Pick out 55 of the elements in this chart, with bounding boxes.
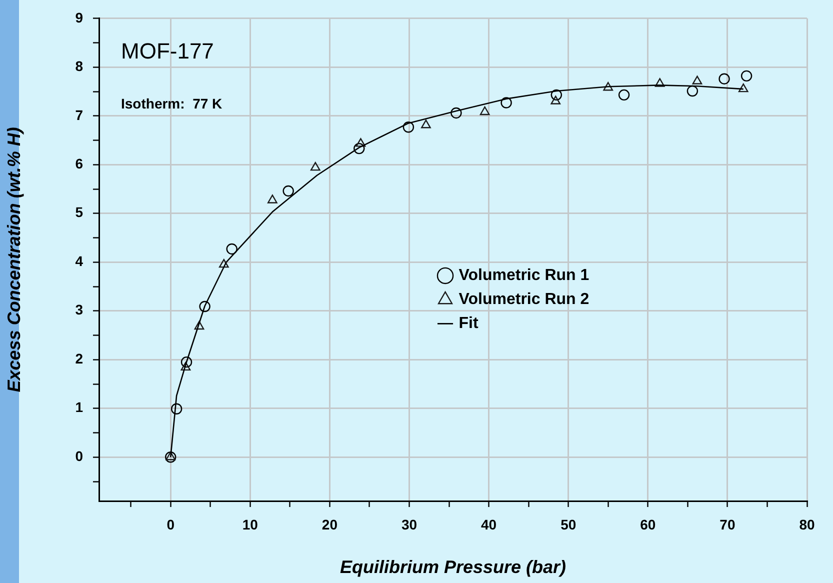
legend-label: Volumetric Run 1 (458, 267, 590, 284)
text: MOF-177 (121, 38, 214, 64)
y-tick-label: 8 (75, 58, 84, 74)
point (740, 70, 752, 82)
y-axis-title: Excess Concentration (wt.% H) (4, 127, 24, 392)
point (164, 452, 176, 463)
point (226, 243, 238, 255)
legend-label: Fit (458, 315, 479, 332)
y-tick-label: 1 (75, 399, 84, 416)
point (738, 83, 748, 92)
point (180, 362, 191, 371)
point (310, 162, 320, 171)
point (480, 106, 490, 116)
y-tick-label: 9 (75, 9, 84, 26)
point (194, 320, 204, 330)
x-tick-label: 60 (640, 516, 656, 532)
y-tick-label: 0 (75, 448, 84, 464)
legend-label: Volumetric Run 2 (458, 291, 590, 308)
point (718, 73, 730, 84)
point (692, 76, 702, 84)
point (180, 356, 192, 368)
point (500, 97, 512, 108)
point (402, 122, 414, 133)
x-tick-label: 40 (481, 516, 497, 532)
point (170, 403, 182, 414)
x-tick-label: 20 (322, 516, 338, 532)
point (654, 78, 665, 87)
point (354, 142, 365, 154)
point (218, 258, 229, 268)
point (421, 120, 431, 128)
point (166, 452, 176, 460)
point (550, 89, 562, 101)
y-tick-label: 7 (75, 106, 84, 123)
point (199, 300, 210, 312)
y-tick-label: 6 (75, 156, 84, 172)
point (282, 185, 294, 197)
annotation: Isotherm: 77 K (121, 95, 222, 112)
x-axis-title: Equilibrium Pressure (bar) (340, 557, 566, 578)
x-tick-label: 0 (166, 516, 175, 532)
y-tick-label: 2 (75, 350, 84, 366)
point (356, 138, 366, 147)
x-tick-label: 30 (401, 516, 418, 532)
point (603, 82, 614, 91)
y-tick-label: 3 (75, 302, 84, 318)
x-tick-label: 10 (242, 516, 258, 532)
x-tick-label: 50 (560, 516, 576, 532)
point (550, 96, 561, 104)
y-tick-label: 4 (75, 252, 84, 269)
point (618, 89, 630, 101)
x-tick-label: 70 (720, 516, 736, 532)
point (450, 107, 462, 119)
y-tick-label: 5 (75, 204, 84, 220)
point (686, 85, 698, 97)
x-tick-label: 80 (799, 516, 815, 532)
point (267, 194, 278, 204)
